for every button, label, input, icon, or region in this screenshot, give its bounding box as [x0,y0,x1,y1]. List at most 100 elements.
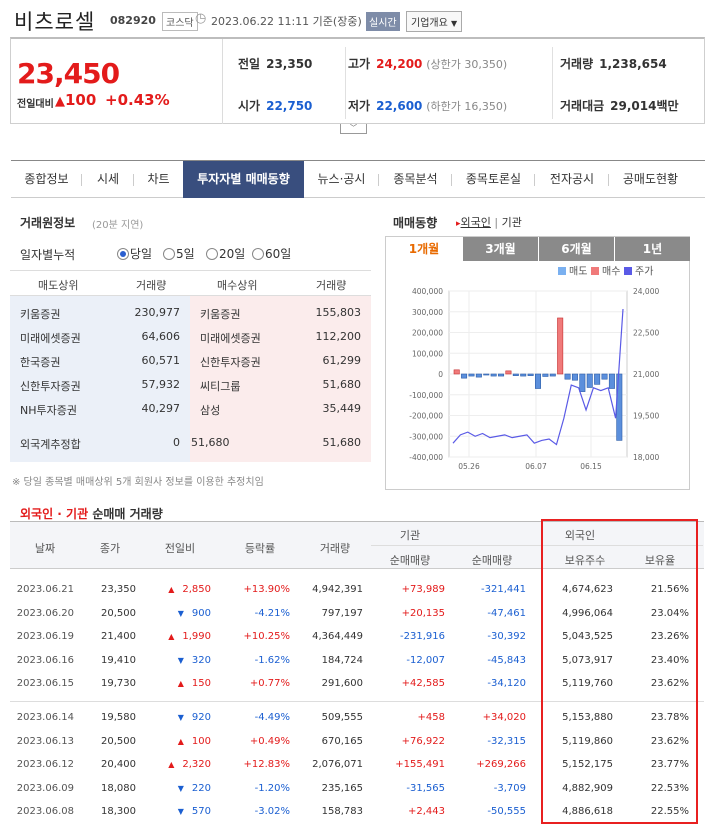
right-tick-label: 24,000 [633,287,659,296]
header-holding-rate: 보유율 [644,554,676,567]
foreign-highlight-box [541,519,698,824]
trend-tab-foreign[interactable]: 외국인 [460,216,491,229]
value: 23,350 [266,57,313,71]
period-tab-6m[interactable]: 6개월 [539,237,614,261]
cell-foreign-net: +34,020 [482,712,526,723]
tab-news[interactable]: 뉴스·공시 [304,161,379,198]
cell-date: 2023.06.08 [16,806,74,818]
volume: 거래량 1,238,654 [560,55,667,72]
cell-rate: +0.77% [249,678,290,690]
period-tab-1y[interactable]: 1년 [615,237,690,261]
up-triangle-icon: ▲ [177,736,184,746]
radio-icon [252,248,264,260]
period-tab-3m[interactable]: 3개월 [463,237,538,261]
radio-20d[interactable]: 20일 [206,245,245,262]
value: 22,600 [376,99,423,113]
sell-bar [461,373,468,379]
cell-holdings: 5,153,880 [562,712,613,723]
radio-5d[interactable]: 5일 [163,245,195,262]
cell-volume: 4,942,391 [312,584,363,595]
header-close: 종가 [99,542,121,555]
cell-inst-net: +20,135 [401,607,445,619]
current-price: 23,450 [17,57,120,90]
sell-bar [564,373,571,380]
title-rest: 순매매 거래량 [92,507,163,521]
expand-toggle-button[interactable]: ﹀ [340,124,367,134]
radio-icon [163,248,175,260]
cell-inst-net: +458 [417,712,445,723]
sell-bar [586,373,593,388]
foreign-sum-label: 외국계추정합 [20,438,81,451]
tab-discussion[interactable]: 종목토론실 [452,161,535,198]
change-amount: 100 [191,735,211,747]
price-line [452,308,624,446]
buy-broker-name: 신한투자증권 [200,356,261,369]
cell-date: 2023.06.13 [16,735,74,747]
foreign-sum-buy: 51,680 [191,436,230,449]
label: 전일 [238,57,261,71]
change-label: 전일대비 [17,99,54,110]
sell-broker-volume: 60,571 [141,354,181,367]
radio-today[interactable]: 당일 [117,245,152,262]
stock-name: 비츠로셀 [14,10,96,34]
left-tick-label: -300,000 [409,432,443,441]
upper-limit: (상한가 30,350) [426,58,508,71]
chevron-down-icon: ﹀ [350,124,357,132]
cell-change: ▼ 220 [145,783,211,794]
tab-analysis[interactable]: 종목분석 [379,161,452,198]
cell-close: 18,300 [101,806,136,818]
tab-overview[interactable]: 종합정보 [11,161,82,198]
table-row: 2023.06.08 18,300 ▼ 570 -3.02% 158,783 +2,443 -… [10,806,704,822]
cell-holdings: 4,996,064 [562,607,613,619]
down-triangle-icon: ▼ [177,608,184,618]
sell-bar [549,373,556,377]
buy-broker-volume: 51,680 [322,378,362,391]
broker-delay-note: (20분 지연) [92,220,144,231]
prev-close: 전일 23,350 [238,55,312,72]
cell-change: ▼ 920 [145,712,211,723]
cell-volume: 184,724 [321,654,363,666]
clock-icon: ◷ [195,11,207,26]
buy-broker-name: 씨티그룹 [200,380,241,393]
period-tab-1m[interactable]: 1개월 [386,237,462,261]
cell-foreign-net: -321,441 [481,584,526,595]
divider [552,47,553,119]
corp-info-dropdown[interactable]: 기업개요 ▼ [406,11,463,32]
sell-bar [483,373,490,376]
down-triangle-icon: ▼ [177,807,184,817]
table-row: 2023.06.15 19,730 ▲ 150 +0.77% 291,600 +42,585… [10,678,704,694]
cell-date: 2023.06.21 [16,584,74,595]
sell-panel [10,296,190,462]
up-triangle-icon: ▲ [177,679,184,689]
cell-holdings: 5,043,525 [562,631,613,643]
x-tick-label: 05.26 [458,462,480,471]
cell-rate: -4.49% [254,712,290,723]
cell-rate: -3.02% [254,806,290,818]
cell-holding-rate: 22.55% [650,806,689,818]
sell-bar [475,373,482,378]
tab-disclosure[interactable]: 전자공시 [535,161,609,198]
right-tick-label: 19,500 [633,412,659,421]
left-tick-label: 400,000 [412,287,443,296]
label: 시가 [238,99,261,113]
cell-holding-rate: 23.26% [650,631,689,643]
current-price-panel: 23,450 전일대비 ▲100 +0.43% [11,39,223,124]
tab-investor-trend[interactable]: 투자자별 매매동향 [183,161,304,198]
sell-broker-name: 한국증권 [20,356,61,369]
cell-foreign-net: +269,266 [476,759,526,771]
sell-bar [468,373,475,377]
sell-broker-volume: 57,932 [141,378,181,391]
trend-tab-institution[interactable]: 기관 [501,216,522,229]
cell-rate: -1.62% [254,654,290,666]
cell-foreign-net: -50,555 [487,806,526,818]
change-amount: 2,320 [182,759,211,771]
radio-label: 60일 [265,247,292,261]
divider [546,545,703,546]
caret-icon: ▸ [456,219,461,229]
radio-60d[interactable]: 60일 [252,245,291,262]
tab-chart[interactable]: 차트 [147,172,170,186]
cell-holding-rate: 22.53% [650,782,689,794]
tab-price[interactable]: 시세 [82,161,134,198]
divider [371,545,546,546]
tab-short-selling[interactable]: 공매도현황 [622,172,679,186]
